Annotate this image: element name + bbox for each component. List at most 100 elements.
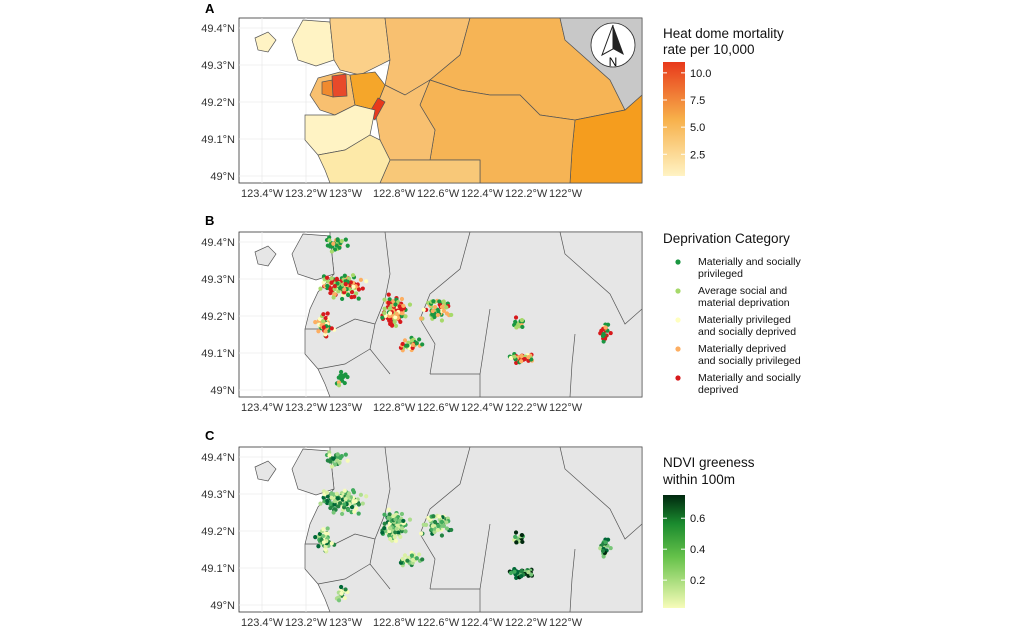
ndvi-point xyxy=(449,527,454,533)
deprivation-point xyxy=(512,354,517,359)
ndvi-point xyxy=(329,541,334,546)
deprivation-point xyxy=(519,359,524,364)
ndvi-point xyxy=(444,526,450,531)
x-tick-label: 122.8°W xyxy=(373,617,416,629)
ndvi-point xyxy=(400,556,405,562)
boundary-line xyxy=(369,446,391,590)
island-bowen xyxy=(254,460,277,482)
ndvi-point xyxy=(386,507,391,512)
ndvi-point xyxy=(360,501,365,506)
ndvi-point xyxy=(382,526,387,531)
deprivation-point xyxy=(410,345,415,351)
deprivation-point xyxy=(342,273,347,278)
ndvi-point xyxy=(380,530,385,535)
legend-a-tick-label: 10.0 xyxy=(690,68,711,80)
ndvi-point xyxy=(343,497,348,502)
ndvi-point xyxy=(345,458,350,463)
ndvi-point xyxy=(529,572,534,577)
ndvi-point xyxy=(328,505,333,511)
ndvi-point xyxy=(342,595,347,601)
north-arrow-icon: N xyxy=(590,22,636,69)
ndvi-point xyxy=(508,570,513,576)
panel-c-points xyxy=(313,450,613,603)
deprivation-point xyxy=(321,280,326,285)
deprivation-point xyxy=(341,290,347,295)
x-tick-label: 122°W xyxy=(549,402,583,414)
deprivation-point xyxy=(331,295,336,300)
deprivation-point xyxy=(343,372,348,377)
ndvi-point xyxy=(349,505,355,510)
ndvi-point xyxy=(343,452,348,457)
ndvi-point xyxy=(327,453,332,458)
deprivation-point xyxy=(600,333,606,339)
x-tick-label: 122.6°W xyxy=(417,188,460,200)
deprivation-point xyxy=(386,292,391,297)
deprivation-point xyxy=(336,383,342,388)
ndvi-point xyxy=(608,545,613,551)
ndvi-point xyxy=(435,527,441,533)
ndvi-point xyxy=(339,584,344,590)
deprivation-point xyxy=(336,289,341,294)
region-burnaby xyxy=(374,79,436,161)
ndvi-point xyxy=(603,540,608,545)
ndvi-point xyxy=(600,548,606,554)
legend-a-tick-label: 7.5 xyxy=(690,95,705,107)
north-arrow-label: N xyxy=(609,55,618,69)
deprivation-point xyxy=(400,341,405,347)
ndvi-point xyxy=(410,560,415,566)
deprivation-point xyxy=(347,287,352,292)
ndvi-point xyxy=(320,533,326,539)
deprivation-point xyxy=(313,320,318,325)
ndvi-point xyxy=(513,534,518,539)
y-tick-label: 49.4°N xyxy=(201,452,235,464)
ndvi-point xyxy=(352,509,357,514)
deprivation-point xyxy=(329,280,334,285)
ndvi-point xyxy=(437,514,442,519)
panel-c-letter: C xyxy=(205,428,215,443)
ndvi-point xyxy=(399,511,405,517)
deprivation-point xyxy=(323,316,328,321)
ndvi-point xyxy=(327,450,332,455)
ndvi-point xyxy=(401,518,406,524)
ndvi-point xyxy=(356,511,361,516)
x-tick-label: 122°W xyxy=(549,188,583,200)
ndvi-point xyxy=(430,523,435,529)
ndvi-point xyxy=(324,490,330,495)
land-mass xyxy=(304,231,643,398)
deprivation-point xyxy=(519,353,524,359)
ndvi-point xyxy=(321,495,326,500)
ndvi-point xyxy=(398,534,403,540)
legend-a-tick-label: 2.5 xyxy=(690,149,705,161)
ndvi-point xyxy=(321,540,326,545)
ndvi-point xyxy=(402,553,408,558)
deprivation-point xyxy=(436,308,441,313)
ndvi-point xyxy=(329,464,334,469)
boundary-line xyxy=(419,231,471,375)
deprivation-point xyxy=(529,357,534,362)
deprivation-point xyxy=(398,319,403,325)
ndvi-point xyxy=(323,531,328,536)
ndvi-point xyxy=(328,501,333,507)
boundary-line xyxy=(559,446,643,540)
boundary-line xyxy=(569,333,576,398)
ndvi-point xyxy=(403,529,408,534)
deprivation-point xyxy=(382,311,387,316)
ndvi-point xyxy=(601,554,606,559)
region-downtown-high xyxy=(331,73,348,98)
ndvi-point xyxy=(444,520,449,525)
ndvi-point xyxy=(392,534,397,540)
deprivation-point xyxy=(325,311,330,316)
deprivation-point xyxy=(605,322,611,327)
legend-b-item-label: Materially and socially xyxy=(698,256,801,268)
ndvi-point xyxy=(520,539,525,545)
deprivation-point xyxy=(329,276,334,281)
ndvi-point xyxy=(387,512,392,517)
legend-b-item-label: Average social and xyxy=(698,285,787,297)
deprivation-point xyxy=(360,286,365,291)
deprivation-point xyxy=(403,314,408,319)
y-tick-label: 49.1°N xyxy=(201,134,235,146)
deprivation-point xyxy=(321,312,326,317)
deprivation-point xyxy=(323,329,328,334)
ndvi-point xyxy=(399,526,405,531)
